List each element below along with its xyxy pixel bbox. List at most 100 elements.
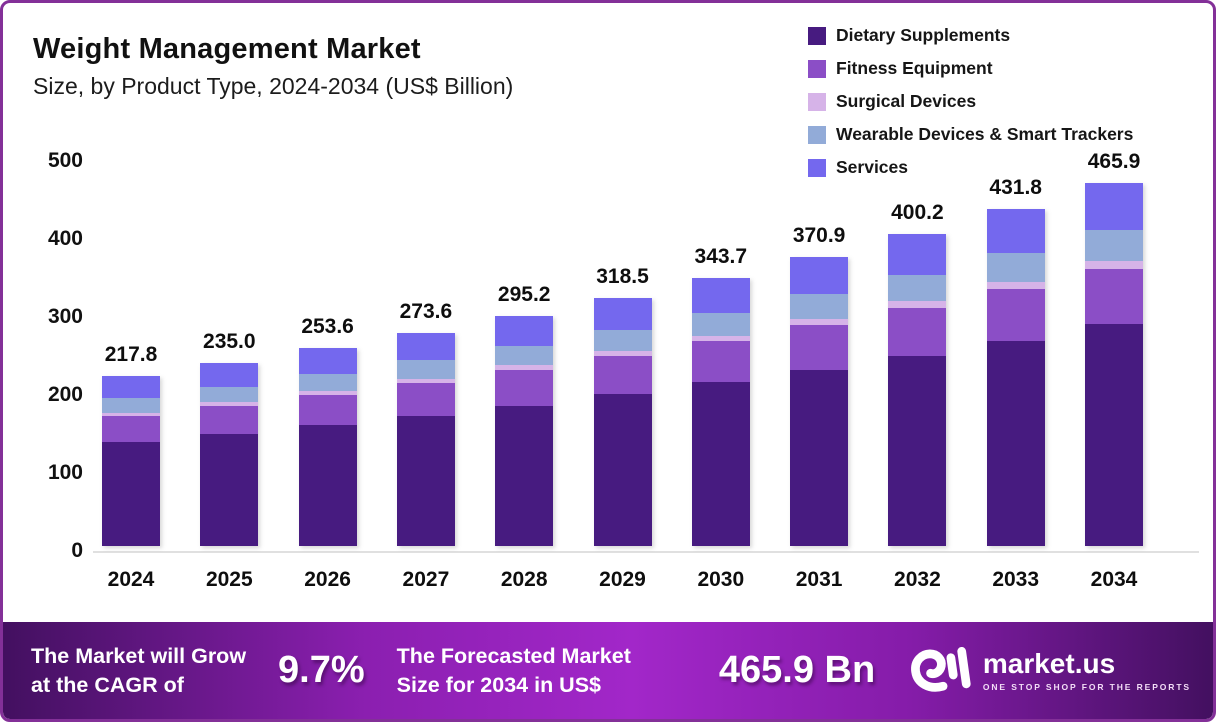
bar-segment bbox=[790, 319, 849, 326]
chart-legend: Dietary Supplements Fitness Equipment Surg… bbox=[808, 19, 1133, 184]
x-axis-label: 2034 bbox=[1090, 568, 1138, 591]
bar-total-label: 217.8 bbox=[104, 343, 158, 367]
bar-segment bbox=[888, 307, 947, 356]
bar-2033 bbox=[986, 209, 1045, 546]
bar-segment bbox=[1085, 324, 1143, 546]
bar-segment bbox=[396, 383, 455, 416]
bar-total-label: 253.6 bbox=[301, 315, 354, 339]
bar-segment bbox=[495, 345, 554, 366]
bar-2028 bbox=[495, 315, 554, 546]
bar-segment bbox=[102, 416, 160, 443]
x-axis-label: 2025 bbox=[205, 568, 253, 591]
bar-segment bbox=[396, 332, 455, 361]
x-axis-label: 2032 bbox=[894, 568, 941, 591]
bar-2024 bbox=[102, 376, 160, 546]
bar-segment bbox=[691, 382, 750, 546]
marketus-logo-icon bbox=[909, 646, 971, 695]
brand-logo: market.us ONE STOP SHOP FOR THE REPORTS bbox=[909, 646, 1191, 695]
bar-segment bbox=[396, 415, 455, 546]
legend-swatch bbox=[808, 125, 826, 144]
bar-segment bbox=[986, 340, 1045, 546]
bar-total-label: 235.0 bbox=[203, 329, 256, 353]
legend-label: Surgical Devices bbox=[836, 91, 977, 111]
bar-total-label: 273.6 bbox=[399, 299, 453, 323]
bar-total-label: 465.9 bbox=[1087, 149, 1141, 173]
bar-segment bbox=[593, 297, 652, 330]
bar-segment bbox=[1085, 261, 1143, 269]
legend-item: Wearable Devices & Smart Trackers bbox=[808, 118, 1133, 151]
bar-total-label: 370.9 bbox=[792, 223, 846, 247]
bar-2034 bbox=[1085, 182, 1143, 546]
cagr-label: The Market will Grow at the CAGR of bbox=[31, 644, 247, 697]
bar-segment bbox=[396, 360, 455, 379]
bar-segment bbox=[495, 315, 554, 346]
bar-total-label: 343.7 bbox=[694, 244, 748, 268]
bar-segment bbox=[888, 301, 947, 308]
bar-segment bbox=[1085, 229, 1143, 262]
legend-label: Dietary Supplements bbox=[836, 25, 1011, 45]
bar-segment bbox=[888, 355, 947, 546]
bar-segment bbox=[298, 425, 357, 546]
bar-segment bbox=[298, 348, 357, 374]
bar-segment bbox=[691, 312, 750, 336]
bar-segment bbox=[1085, 182, 1143, 230]
x-axis-label: 2028 bbox=[500, 568, 548, 591]
legend-item: Fitness Equipment bbox=[808, 52, 1133, 85]
legend-swatch bbox=[808, 92, 826, 111]
bar-2026 bbox=[298, 348, 357, 546]
bar-2031 bbox=[790, 256, 849, 546]
bar-segment bbox=[200, 406, 259, 435]
bar-segment bbox=[986, 252, 1045, 282]
legend-item: Dietary Supplements bbox=[808, 19, 1133, 52]
x-axis-label: 2031 bbox=[795, 568, 843, 591]
bar-2030 bbox=[691, 277, 750, 546]
legend-item: Surgical Devices bbox=[808, 85, 1133, 118]
bar-segment bbox=[593, 394, 652, 546]
bar-segment bbox=[691, 341, 750, 383]
bar-segment bbox=[495, 405, 554, 546]
legend-label: Fitness Equipment bbox=[836, 58, 993, 78]
bar-segment bbox=[298, 390, 357, 396]
y-axis-tick: 100 bbox=[47, 461, 83, 484]
x-axis-label: 2027 bbox=[402, 568, 450, 591]
bar-2025 bbox=[200, 362, 259, 546]
bar-segment bbox=[298, 373, 357, 391]
bar-segment bbox=[495, 370, 554, 406]
page-subtitle: Size, by Product Type, 2024-2034 (US$ Bi… bbox=[33, 73, 514, 99]
bar-segment bbox=[691, 335, 750, 342]
bar-segment bbox=[102, 442, 160, 546]
brand-tagline: ONE STOP SHOP FOR THE REPORTS bbox=[982, 681, 1191, 692]
y-axis-tick: 500 bbox=[47, 149, 83, 172]
x-axis-label: 2024 bbox=[107, 568, 155, 591]
x-axis-label: 2033 bbox=[992, 568, 1040, 591]
title-block: Weight Management Market Size, by Produc… bbox=[33, 33, 513, 100]
bar-2032 bbox=[888, 233, 947, 546]
bar-segment bbox=[986, 281, 1045, 290]
x-axis-line bbox=[93, 551, 1199, 553]
legend-swatch bbox=[808, 158, 826, 177]
bar-total-label: 431.8 bbox=[989, 176, 1042, 200]
bar-segment bbox=[888, 233, 947, 275]
bar-segment bbox=[102, 398, 160, 413]
y-axis-tick: 300 bbox=[47, 305, 83, 328]
bar-segment bbox=[790, 325, 849, 370]
bar-segment bbox=[200, 362, 259, 387]
bar-segment bbox=[691, 277, 750, 313]
bar-segment bbox=[102, 376, 160, 399]
bar-segment bbox=[790, 256, 849, 295]
x-axis-label: 2030 bbox=[697, 568, 745, 591]
forecast-label: The Forecasted Market Size for 2034 in U… bbox=[396, 644, 631, 697]
legend-label: Wearable Devices & Smart Trackers bbox=[836, 124, 1134, 144]
x-axis-label: 2026 bbox=[304, 568, 351, 591]
cagr-value: 9.7% bbox=[278, 649, 365, 691]
y-axis-tick: 0 bbox=[71, 539, 83, 562]
bar-segment bbox=[396, 378, 455, 384]
forecast-value: 465.9 Bn bbox=[718, 649, 876, 691]
legend-swatch bbox=[808, 59, 826, 78]
x-axis-label: 2029 bbox=[599, 568, 646, 591]
bar-segment bbox=[102, 412, 160, 417]
bar-2027 bbox=[396, 332, 455, 546]
bar-2029 bbox=[593, 297, 652, 546]
bar-segment bbox=[888, 274, 947, 302]
